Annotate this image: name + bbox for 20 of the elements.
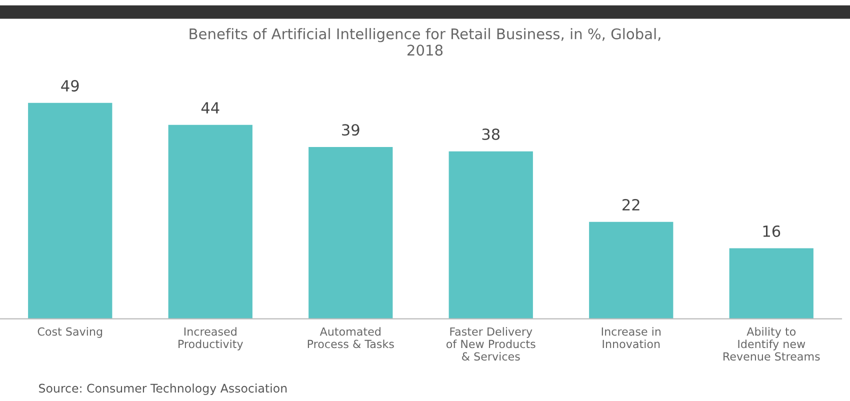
data-label: 22 xyxy=(622,199,640,210)
x-tick-label: Cost Saving xyxy=(38,327,102,338)
x-tick-label: Ability to Identify new Revenue Streams xyxy=(724,327,820,361)
bar xyxy=(729,248,814,319)
bar xyxy=(168,124,252,319)
x-tick-label: Automated Process & Tasks xyxy=(308,327,394,348)
data-label: 16 xyxy=(763,225,780,237)
bar xyxy=(28,102,112,319)
bar xyxy=(448,151,533,319)
x-tick-label: Increase in Innovation xyxy=(602,327,661,348)
chart-title: Benefits of Artificial Intelligence for Retail Business, in %, Global, 2018 xyxy=(190,28,660,56)
x-tick-label: Faster Delivery of New Products & Services xyxy=(446,327,536,361)
x-tick-label: Increased Productivity xyxy=(178,327,243,350)
bar xyxy=(308,146,393,319)
source-note: Source: Consumer Technology Association xyxy=(39,384,287,395)
bar xyxy=(589,222,674,319)
data-label: 39 xyxy=(342,124,360,136)
data-label: 38 xyxy=(482,128,500,140)
data-label: 49 xyxy=(61,80,79,92)
data-label: 44 xyxy=(201,102,220,114)
